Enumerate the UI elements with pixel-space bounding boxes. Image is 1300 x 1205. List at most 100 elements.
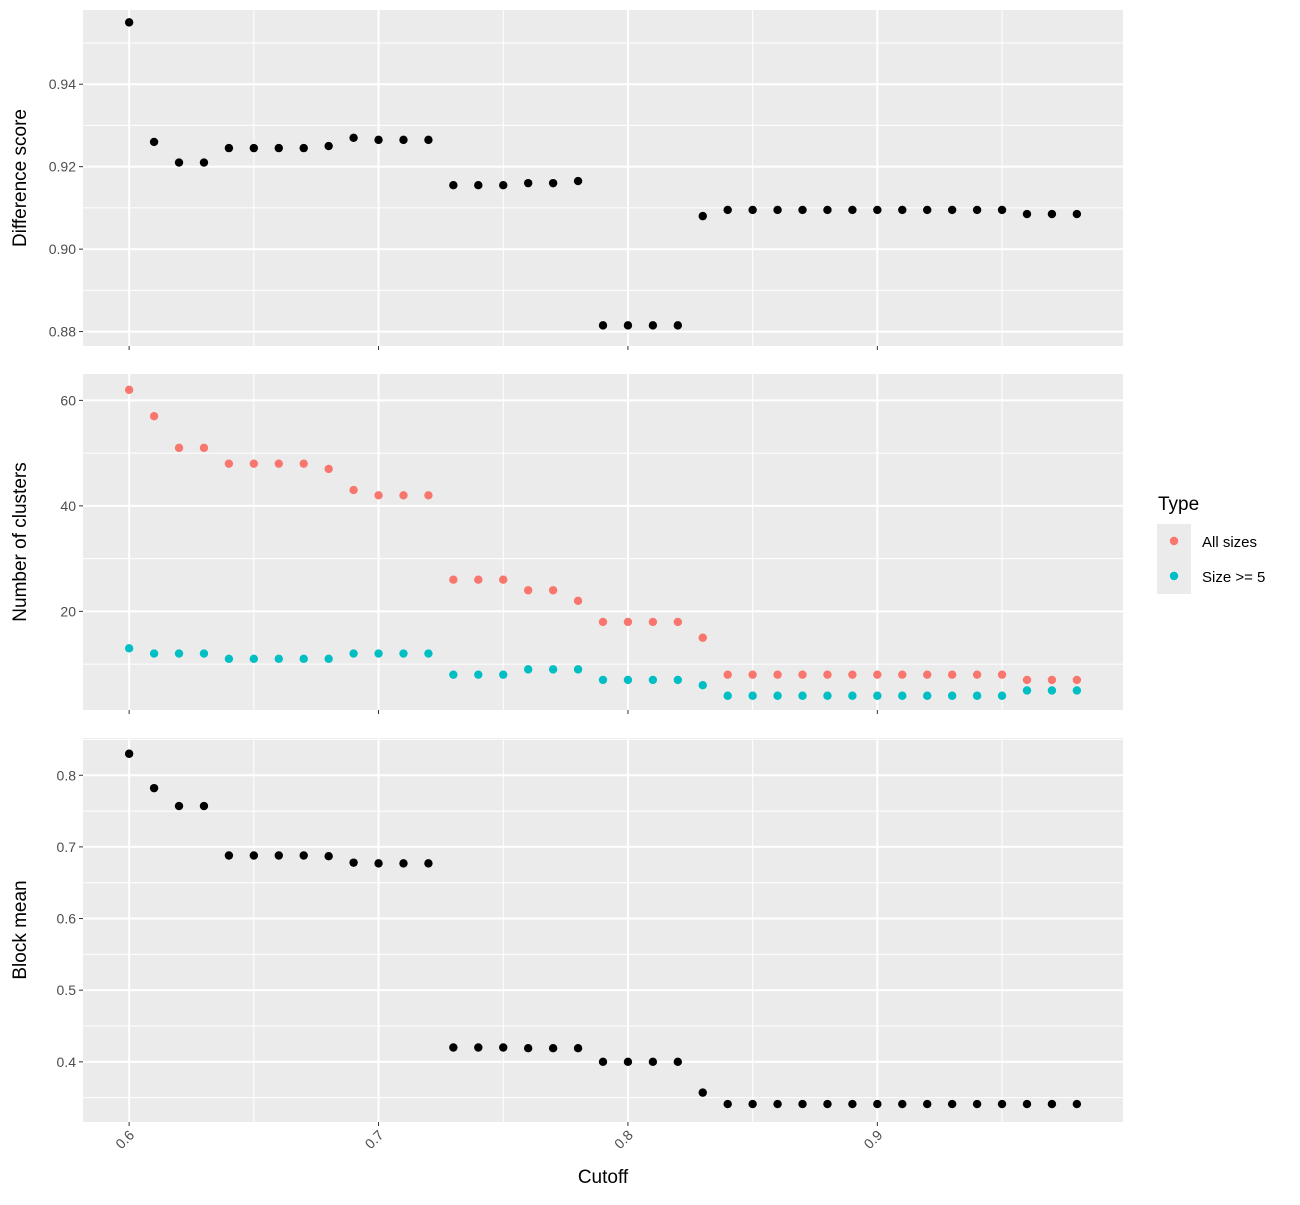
x-tick-label: 0.6 (112, 1127, 137, 1152)
data-point (923, 1099, 932, 1109)
data-point (349, 133, 358, 143)
x-tick-label: 0.8 (611, 1127, 636, 1152)
data-point (174, 801, 184, 811)
data-point (224, 851, 234, 860)
data-point (149, 649, 159, 658)
y-axis-title: Block mean (10, 880, 31, 979)
data-point (923, 691, 932, 700)
data-point (1072, 686, 1082, 695)
data-point (424, 649, 433, 658)
data-point (972, 205, 982, 215)
data-point (449, 575, 458, 584)
data-point (399, 491, 408, 500)
data-point (548, 1044, 558, 1053)
data-point (648, 321, 658, 330)
legend-label: All sizes (1202, 534, 1257, 551)
data-point (299, 851, 308, 860)
data-point (274, 459, 283, 468)
data-point (773, 691, 782, 700)
y-tick-label: 60 (60, 392, 76, 408)
data-point (623, 675, 633, 685)
y-tick-label: 0.7 (57, 839, 77, 855)
data-point (324, 852, 333, 861)
data-point (598, 1057, 608, 1067)
data-point (374, 135, 383, 145)
data-point (947, 670, 957, 679)
data-point (623, 321, 633, 330)
data-point (573, 665, 583, 674)
data-point (374, 859, 383, 868)
data-point (873, 1099, 882, 1109)
data-point (449, 670, 458, 679)
data-point (548, 586, 558, 595)
data-point (947, 1099, 957, 1109)
y-axis-title: Difference score (10, 109, 31, 247)
data-point (873, 691, 882, 700)
series-2 (124, 644, 1082, 700)
data-point (274, 851, 283, 860)
legend-key (1169, 571, 1179, 581)
data-point (1072, 675, 1082, 685)
data-point (972, 1099, 982, 1109)
legend-key (1169, 536, 1179, 546)
data-point (773, 670, 782, 679)
y-tick-label: 40 (60, 498, 76, 514)
y-tick-label: 20 (60, 603, 76, 619)
data-point (923, 670, 932, 679)
data-point (698, 633, 707, 642)
data-point (249, 459, 259, 468)
data-point (898, 1099, 907, 1109)
data-point (474, 1043, 483, 1052)
data-point (499, 181, 508, 190)
data-point (399, 649, 408, 658)
data-point (898, 670, 907, 679)
legend: Type All sizes Size >= 5 (1157, 494, 1265, 594)
data-point (499, 1043, 508, 1052)
data-point (698, 681, 707, 690)
data-point (124, 749, 134, 758)
data-point (648, 675, 658, 685)
data-point (1047, 209, 1057, 219)
legend-entries: All sizes Size >= 5 (1169, 534, 1265, 586)
data-point (324, 464, 333, 474)
data-point (1047, 675, 1057, 685)
x-tick-label: 0.9 (860, 1127, 885, 1152)
data-point (748, 205, 757, 215)
data-point (374, 491, 383, 500)
x-tick-label: 0.7 (362, 1127, 387, 1152)
data-point (698, 211, 707, 221)
data-point (374, 649, 383, 658)
data-point (449, 181, 458, 190)
data-point (523, 1044, 533, 1053)
x-axis-title: Cutoff (578, 1167, 629, 1188)
data-point (598, 617, 608, 627)
data-point (124, 644, 134, 653)
data-point (823, 205, 832, 215)
x-axis: 0.6 0.7 0.8 0.9 (112, 1127, 885, 1152)
data-point (873, 205, 882, 215)
data-point (798, 670, 807, 679)
data-point (598, 321, 608, 330)
data-point (299, 654, 308, 664)
data-point (249, 654, 259, 664)
data-point (149, 411, 159, 421)
legend-title: Type (1158, 494, 1199, 515)
series-1 (124, 18, 1082, 330)
y-tick-label: 0.90 (49, 241, 76, 257)
data-point (249, 143, 259, 153)
panel-background (83, 374, 1123, 710)
data-point (249, 851, 259, 860)
data-point (848, 670, 857, 679)
data-point (399, 135, 408, 145)
legend-keys-background (1157, 524, 1191, 594)
data-point (773, 205, 782, 215)
data-point (124, 385, 134, 395)
data-point (598, 675, 608, 685)
data-point (673, 617, 683, 627)
legend-label: Size >= 5 (1202, 569, 1265, 586)
data-point (997, 670, 1007, 679)
data-point (798, 205, 807, 215)
data-point (1022, 675, 1032, 685)
